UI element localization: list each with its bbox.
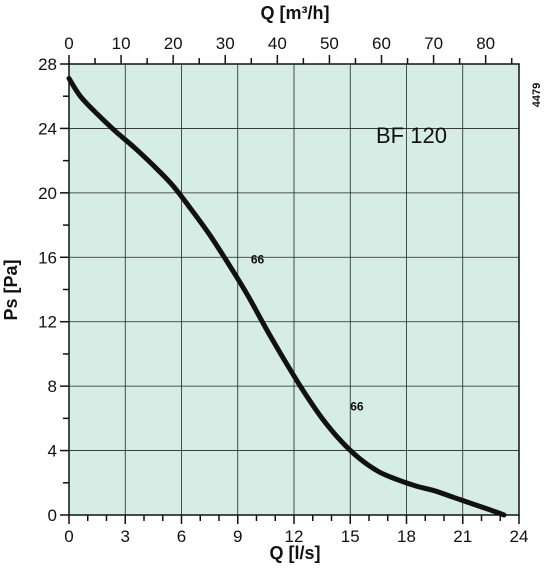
y-tick-label: 24 — [38, 119, 57, 138]
top-x-tick-label: 40 — [268, 34, 287, 53]
y-tick-label: 0 — [48, 506, 57, 525]
y-tick-labels: 0 4 8 12 16 20 24 28 — [38, 55, 57, 525]
top-x-tick-label: 70 — [424, 34, 443, 53]
x-tick-label: 0 — [64, 527, 73, 546]
noise-level-label: 66 — [251, 253, 265, 267]
top-x-tick-label: 60 — [372, 34, 391, 53]
x-tick-label: 12 — [285, 527, 304, 546]
document-code: 4479 — [531, 83, 543, 107]
top-x-tick-labels: 0 10 20 30 40 50 60 70 80 — [64, 34, 495, 53]
y-tick-label: 12 — [38, 313, 57, 332]
noise-level-label: 66 — [350, 399, 364, 413]
y-tick-label: 8 — [48, 377, 57, 396]
y-axis-title: Ps [Pa] — [1, 259, 21, 320]
x-axis-title: Q [l/s] — [269, 543, 320, 563]
x-tick-label: 18 — [397, 527, 416, 546]
top-x-tick-label: 10 — [112, 34, 131, 53]
x-tick-label: 24 — [510, 527, 529, 546]
x-tick-label: 6 — [177, 527, 186, 546]
y-tick-label: 20 — [38, 184, 57, 203]
x-tick-label: 9 — [233, 527, 242, 546]
model-label: BF 120 — [376, 123, 447, 148]
y-tick-label: 4 — [48, 442, 57, 461]
grid-lines — [69, 64, 519, 515]
x-tick-label: 21 — [453, 527, 472, 546]
x-tick-labels: 0 3 6 9 12 15 18 21 24 — [64, 527, 528, 546]
top-x-tick-label: 20 — [164, 34, 183, 53]
top-x-tick-label: 0 — [64, 34, 73, 53]
x-tick-label: 3 — [121, 527, 130, 546]
top-x-tick-label: 30 — [216, 34, 235, 53]
minor-ticks — [60, 55, 520, 524]
top-x-tick-label: 80 — [476, 34, 495, 53]
y-tick-label: 28 — [38, 55, 57, 74]
top-x-axis-title: Q [m³/h] — [261, 3, 330, 23]
top-x-tick-label: 50 — [320, 34, 339, 53]
x-tick-label: 15 — [341, 527, 360, 546]
pressure-curve — [66, 76, 507, 518]
y-tick-label: 16 — [38, 248, 57, 267]
curve-annotations: 66 66 — [251, 253, 364, 414]
